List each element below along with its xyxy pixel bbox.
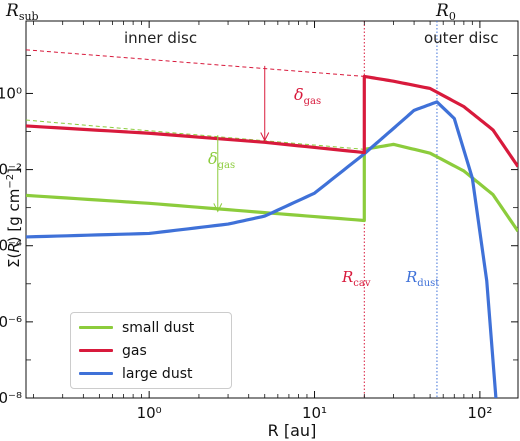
legend-label: gas <box>122 342 147 359</box>
series-line-gas <box>26 74 518 168</box>
r-cav-label: Rcav <box>341 268 371 289</box>
legend-swatch <box>79 349 113 352</box>
inner-disc-label: inner disc <box>124 29 197 47</box>
x-tick-label: 10⁰ <box>137 404 162 422</box>
y-tick-label: 10⁻² <box>0 161 22 179</box>
series-line-small-dust <box>26 142 518 233</box>
legend: small dust gas large dust <box>70 312 232 389</box>
y-tick-label: 10⁻⁴ <box>0 237 22 255</box>
x-axis-label: R [au] <box>268 421 317 440</box>
plot-frame <box>25 20 519 399</box>
x-tick-label: 10² <box>467 404 492 422</box>
plot-area: 10⁰ 10¹ 10² 10⁰ 10⁻² 10⁻⁴ 10⁻⁶ 10⁻⁸ <box>0 20 519 422</box>
arrow-head-1 <box>213 203 223 213</box>
legend-swatch <box>79 326 113 329</box>
series-line-large-dust <box>26 100 498 398</box>
legend-label: large dust <box>122 365 193 382</box>
legend-item-small-dust: small dust <box>71 316 231 339</box>
arrow-head-0 <box>260 132 270 142</box>
x-tick-label: 10¹ <box>302 404 327 422</box>
guide-dashed-1 <box>26 119 365 150</box>
outer-disc-label: outer disc <box>424 29 498 47</box>
r-sub-label: Rsub <box>5 1 39 23</box>
delta-gas-label-green: δgas <box>208 149 235 171</box>
y-axis-label: Σ(R) [g cm−2] <box>5 168 23 268</box>
legend-swatch <box>79 372 113 375</box>
delta-gas-label-red: δgas <box>294 85 321 107</box>
y-tick-label: 10⁻⁶ <box>0 313 22 331</box>
legend-item-gas: gas <box>71 339 231 362</box>
legend-item-large-dust: large dust <box>71 362 231 385</box>
y-tick-label: 10⁻⁸ <box>0 389 22 407</box>
guide-dashed-0 <box>26 49 365 77</box>
r-0-label: R0 <box>435 1 456 23</box>
r-dust-label: Rdust <box>405 268 439 289</box>
y-tick-label: 10⁰ <box>0 84 22 102</box>
legend-label: small dust <box>122 319 195 336</box>
